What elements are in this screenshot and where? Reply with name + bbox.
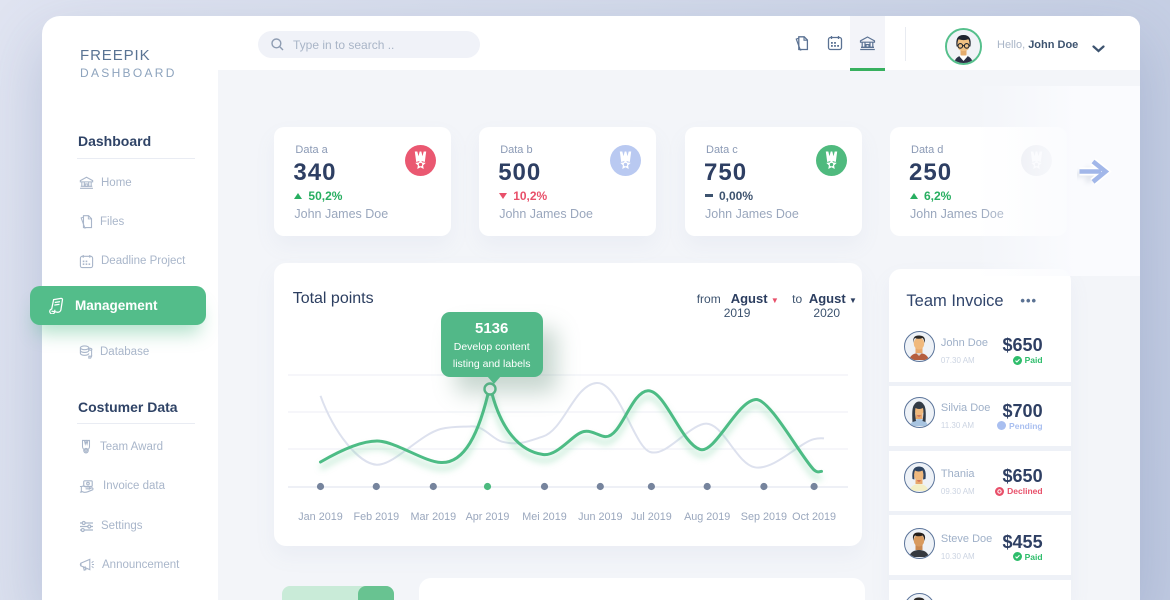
svg-text:Jul 2019: Jul 2019 bbox=[631, 511, 672, 523]
svg-text:Aug 2019: Aug 2019 bbox=[684, 511, 730, 523]
svg-text:Jan 2019: Jan 2019 bbox=[298, 511, 342, 523]
svg-text:Feb 2019: Feb 2019 bbox=[353, 511, 399, 523]
svg-text:Mar 2019: Mar 2019 bbox=[410, 511, 456, 523]
svg-text:Jun 2019: Jun 2019 bbox=[578, 511, 622, 523]
svg-text:Oct 2019: Oct 2019 bbox=[792, 511, 836, 523]
svg-text:Sep 2019: Sep 2019 bbox=[740, 511, 786, 523]
svg-text:Apr 2019: Apr 2019 bbox=[465, 511, 509, 523]
svg-text:Mei 2019: Mei 2019 bbox=[522, 511, 566, 523]
